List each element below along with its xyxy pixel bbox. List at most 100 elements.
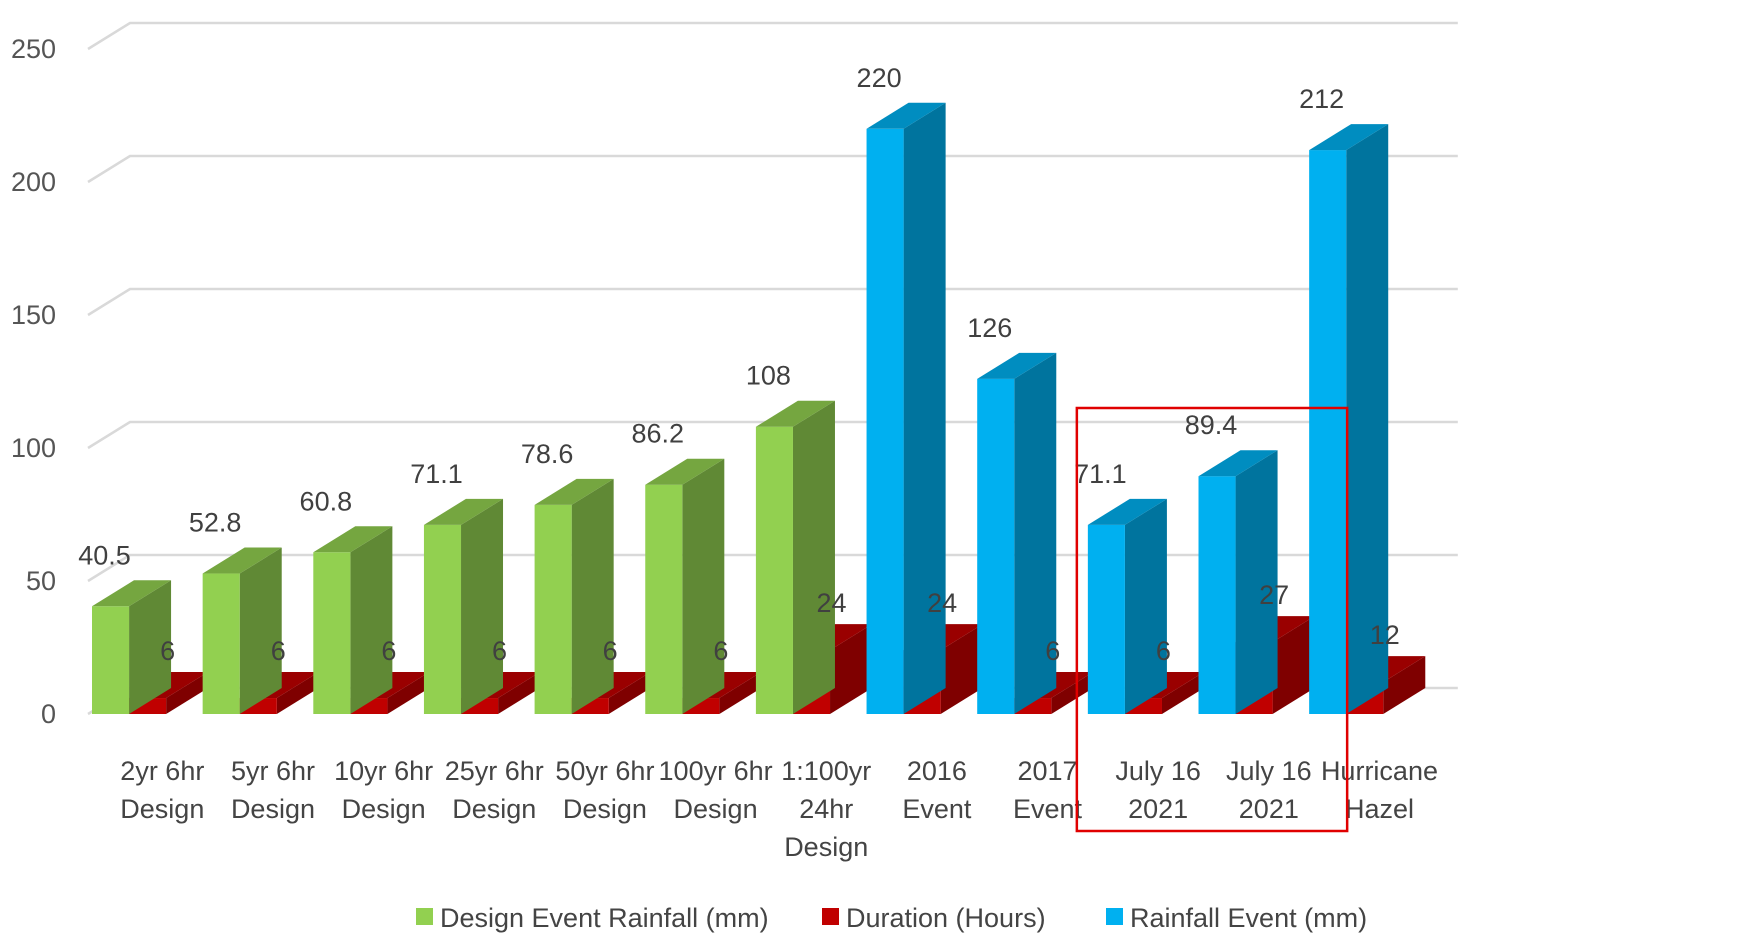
x-tick-label-10-line-1: 2021 [1239,794,1299,824]
bar-design-rainfall-6-front [755,426,793,714]
label-duration-0: 6 [160,636,175,666]
y-axis: 0 50 100 150 200 250 [11,34,56,729]
label-design-rainfall-2: 60.8 [300,486,353,516]
label-design-rainfall-5: 86.2 [632,419,685,449]
x-tick-label-1-line-0: 5yr 6hr [231,756,315,786]
bar-design-rainfall-3-side [461,498,504,714]
x-tick-label-4-line-1: Design [563,794,647,824]
label-duration-7: 24 [927,588,957,618]
legend-label-0: Design Event Rainfall (mm) [440,903,769,933]
label-duration-3: 6 [492,636,507,666]
label-duration-2: 6 [381,636,396,666]
bar-rainfall-event-7-top [866,102,946,129]
legend-swatch-1 [822,908,839,925]
label-duration-10: 27 [1259,580,1289,610]
bar-rainfall-event-7-front [866,128,904,715]
x-tick-label-5-line-1: Design [674,794,758,824]
label-duration-5: 6 [713,636,728,666]
bar-rainfall-event-9 [1087,498,1167,714]
y-tick-label-3: 150 [11,300,56,330]
y-tick-label-1: 50 [26,566,56,596]
label-duration-9: 6 [1156,636,1171,666]
label-design-rainfall-3: 71.1 [410,459,463,489]
bar-design-rainfall-6 [755,400,835,714]
bar-duration-9-side [1161,672,1204,714]
x-tick-label-10: July 16 2021 [1226,756,1312,824]
x-tick-label-4-line-0: 50yr 6hr [555,756,654,786]
bar-design-rainfall-1-top [202,547,282,574]
bar-design-rainfall-0-top [92,580,172,607]
label-rainfall-event-7: 220 [857,63,902,93]
label-rainfall-event-8: 126 [967,313,1012,343]
bar-rainfall-event-10 [1198,450,1278,714]
highlight-box [1075,406,1349,833]
bar-rainfall-event-9-top [1087,498,1167,525]
gridline-4 [87,154,1458,184]
bar-rainfall-event-9-front [1087,524,1125,714]
x-tick-label-11: Hurricane Hazel [1321,756,1438,824]
x-tick-label-8-line-1: Event [1013,794,1083,824]
bar-duration-6-side [830,624,873,714]
x-tick-label-0-line-1: Design [120,794,204,824]
label-design-rainfall-4: 78.6 [521,439,574,469]
bar-design-rainfall-2-top [313,526,393,553]
bar-design-rainfall-2-side [350,526,393,714]
bar-duration-3-side [498,672,541,714]
x-tick-label-6-line-2: Design [784,832,868,862]
bar-rainfall-event-10-top [1198,450,1278,477]
x-tick-label-9-line-1: 2021 [1128,794,1188,824]
x-tick-label-0-line-0: 2yr 6hr [120,756,204,786]
x-tick-label-8-line-0: 2017 [1017,756,1077,786]
x-tick-label-3-line-0: 25yr 6hr [445,756,544,786]
bar-rainfall-event-8-top [977,352,1057,379]
x-tick-label-6: 1:100yr 24hr Design [781,756,871,862]
bar-design-rainfall-4 [534,478,614,714]
bar-duration-8-side [1051,672,1094,714]
label-design-rainfall-6: 108 [746,361,791,391]
x-tick-label-6-line-0: 1:100yr [781,756,871,786]
bar-design-rainfall-2-front [313,552,351,714]
label-rainfall-event-10: 89.4 [1185,410,1238,440]
bar-design-rainfall-6-side [792,400,835,714]
data-labels: 40.5 6 52.8 6 60.8 6 71.1 6 78.6 6 86.2 6 108 24 220 24… [78,63,1400,666]
legend-label-1: Duration (Hours) [846,903,1046,933]
bar-design-rainfall-0-front [92,606,130,714]
bar-design-rainfall-4-front [534,504,572,714]
x-tick-label-6-line-1: 24hr [799,794,853,824]
bar-design-rainfall-6-top [755,400,835,427]
x-axis: 2yr 6hr Design 5yr 6hr Design 10yr 6hr Design… [120,406,1438,862]
x-tick-label-0: 2yr 6hr Design [120,756,204,824]
legend-swatch-2 [1106,908,1123,925]
bar-rainfall-event-7-side [903,102,946,715]
bar-rainfall-event-11-front [1309,150,1347,714]
x-tick-label-5: 100yr 6hr Design [659,756,773,824]
bar-rainfall-event-11-side [1346,124,1389,714]
bar-rainfall-event-7 [866,102,946,715]
y-tick-label-0: 0 [41,699,56,729]
bar-rainfall-event-8 [977,352,1057,714]
bar-design-rainfall-2 [313,526,393,714]
bar-duration-4-side [608,672,651,714]
bar-design-rainfall-3 [423,498,504,714]
x-tick-label-3: 25yr 6hr Design [445,756,544,824]
x-tick-label-8: 2017 Event [1013,756,1083,824]
bar-rainfall-event-8-side [1014,352,1057,714]
label-duration-8: 6 [1045,636,1060,666]
y-tick-label-2: 100 [11,433,56,463]
label-design-rainfall-0: 40.5 [78,540,131,570]
legend-label-2: Rainfall Event (mm) [1130,903,1367,933]
legend: Design Event Rainfall (mm) Duration (Hour… [416,903,1367,933]
bar-design-rainfall-5-side [682,458,725,714]
bar-rainfall-event-9-side [1124,498,1167,714]
x-tick-label-7: 2016 Event [902,756,972,824]
bar-duration-5-side [719,672,762,714]
x-tick-label-3-line-1: Design [452,794,536,824]
bar-duration-0-side [166,672,209,714]
x-tick-label-9: July 16 2021 [1115,756,1201,824]
bar-design-rainfall-1-front [202,573,240,714]
bar-duration-2-side [387,672,430,714]
bar-design-rainfall-0-side [129,580,172,714]
label-rainfall-event-11: 212 [1299,84,1344,114]
bar-duration-11-side [1383,656,1426,714]
bar-duration-10-side [1272,616,1315,714]
